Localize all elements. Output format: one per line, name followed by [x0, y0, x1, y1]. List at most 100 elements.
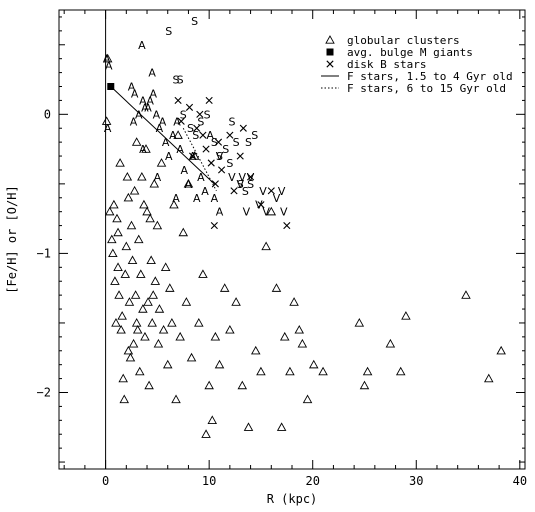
globular-cluster-point [129, 185, 140, 195]
letter-point-v: V [255, 199, 263, 212]
globular-cluster-point [250, 345, 261, 355]
globular-cluster-point [318, 366, 328, 376]
globular-cluster-point [207, 415, 218, 424]
x-tick-label: 30 [409, 474, 423, 488]
letter-point-s: S [173, 74, 180, 87]
globular-cluster-point [142, 206, 152, 216]
globular-cluster-point [162, 359, 173, 369]
letter-point-a: A [172, 192, 180, 205]
letter-point-a: A [159, 115, 167, 128]
globular-cluster-point [294, 324, 305, 334]
letter-point-v: V [216, 150, 224, 163]
globular-cluster-point [171, 394, 181, 404]
y-axis-label: [Fe/H] or [O/H] [5, 185, 19, 293]
globular-cluster-point [141, 144, 151, 153]
letter-point-a: A [131, 87, 139, 100]
disk-b-star-point [199, 131, 207, 139]
letter-point-s: S [245, 136, 252, 149]
globular-cluster-point [123, 345, 134, 355]
globular-cluster-point [198, 269, 208, 278]
globular-cluster-point [181, 297, 192, 306]
globular-cluster-point [285, 366, 295, 376]
globular-cluster-point [175, 331, 185, 341]
globular-cluster-point [125, 352, 136, 362]
globular-cluster-point [139, 199, 149, 209]
letter-point-s: S [191, 15, 198, 28]
globular-cluster-point [256, 366, 266, 376]
letter-point-s: S [197, 115, 204, 128]
globular-cluster-point [130, 290, 141, 299]
letter-point-a: A [216, 206, 224, 219]
legend-label: disk B stars [347, 58, 426, 71]
letter-point-a: A [139, 94, 147, 107]
disk-b-star-point [196, 110, 204, 118]
trend-lines [110, 86, 217, 192]
globular-cluster-point [109, 199, 119, 209]
globular-cluster-point [111, 318, 121, 327]
letter-point-v: V [262, 206, 270, 219]
globular-cluster-point [127, 255, 138, 265]
letter-point-a: A [144, 101, 152, 114]
letter-point-v: V [243, 206, 251, 219]
y-tick-label: 0 [44, 107, 51, 121]
globular-cluster-point [204, 380, 214, 390]
globular-cluster-point [362, 366, 373, 376]
globular-cluster-point [173, 130, 183, 139]
globular-cluster-point [136, 269, 146, 278]
y-tick-label: −2 [37, 386, 51, 400]
legend-triangle-icon [325, 35, 335, 44]
globular-cluster-point [271, 283, 282, 292]
globular-cluster-point [107, 234, 117, 244]
letter-point-a: A [181, 164, 189, 177]
letter-point-s: S [233, 136, 240, 149]
legend-cross-icon [326, 60, 334, 68]
globular-cluster-point [133, 234, 144, 244]
disk-b-star-point [188, 152, 197, 160]
globular-cluster-point [243, 422, 254, 431]
globular-cluster-point [496, 345, 506, 355]
globular-cluster-point [117, 311, 127, 320]
letter-point-a: A [141, 101, 149, 114]
globular-cluster-point [135, 366, 145, 376]
letter-point-a: A [149, 87, 157, 100]
globular-cluster-point [214, 359, 225, 369]
globular-cluster-point [147, 318, 157, 327]
letter-point-s: S [226, 157, 233, 170]
letter-point-a: A [104, 122, 112, 135]
letter-point-a: A [197, 171, 205, 184]
letter-point-a: A [189, 150, 197, 163]
letter-point-s: S [204, 108, 211, 121]
disk-b-star-point [202, 145, 210, 153]
globular-cluster-point [138, 304, 148, 313]
globular-cluster-point [483, 373, 494, 383]
globular-cluster-point [145, 213, 155, 223]
globular-cluster-point [124, 297, 135, 306]
letter-point-s: S [165, 25, 172, 38]
globular-cluster-point [144, 380, 154, 390]
globular-cluster-point [101, 116, 112, 125]
letter-point-v: V [228, 171, 236, 184]
globular-cluster-point [150, 276, 161, 285]
globular-cluster-point [118, 373, 128, 383]
disk-b-star-point [174, 96, 182, 104]
globular-cluster-point [237, 380, 248, 390]
globular-cluster-point [108, 248, 118, 258]
x-tick-label: 20 [305, 474, 319, 488]
disk-b-star-point [214, 138, 223, 146]
letter-point-a: A [139, 143, 147, 156]
letter-point-v: V [239, 171, 247, 184]
letter-point-a: A [201, 185, 209, 198]
x-tick-label: 0 [102, 474, 109, 488]
globular-cluster-point [308, 359, 319, 369]
letter-point-a: A [153, 108, 161, 121]
globular-cluster-point [395, 366, 406, 376]
letter-point-s: S [222, 143, 229, 156]
x-tick-label: 40 [513, 474, 527, 488]
globular-cluster-point [266, 206, 277, 216]
letter-point-a: A [165, 150, 173, 163]
globular-cluster-point [354, 318, 365, 327]
letter-point-a: A [146, 94, 154, 107]
disk-b-star-point [185, 103, 194, 111]
globular-cluster-point [210, 331, 221, 341]
